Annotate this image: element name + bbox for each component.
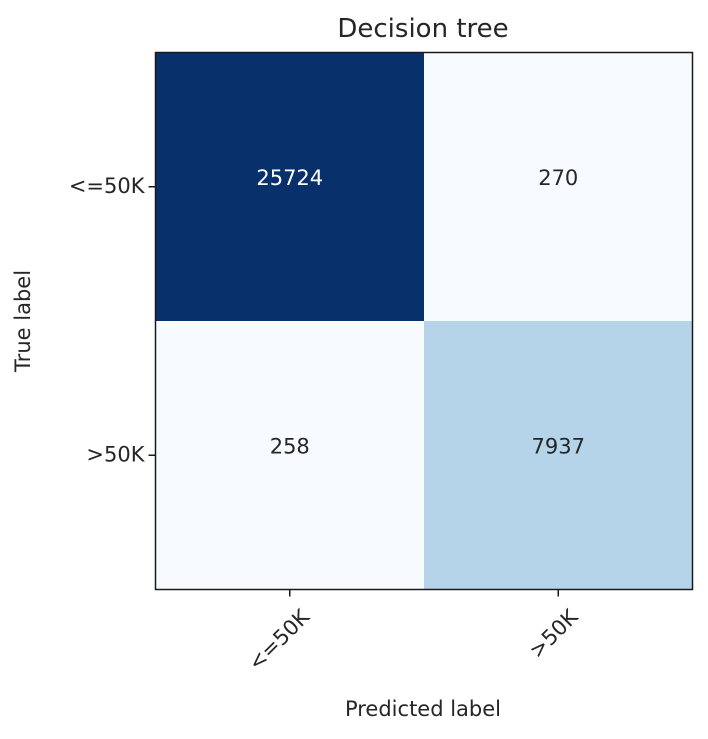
y-axis-label: True label <box>11 270 35 373</box>
heatmap-cell-0-0 <box>155 52 424 321</box>
heatmap-cells <box>155 52 693 590</box>
x-tick-label-1: >50K <box>524 604 583 663</box>
cell-value-label-1-1: 7937 <box>532 434 585 458</box>
y-tick-label-1: >50K <box>86 442 145 466</box>
cell-value-label-1-0: 258 <box>270 434 310 458</box>
cell-value-label-0-0: 25724 <box>256 166 323 190</box>
heatmap-cell-1-1 <box>424 321 693 590</box>
plot-frame <box>154 51 694 591</box>
y-tick-label-0: <=50K <box>69 174 146 198</box>
cell-value-labels: 25724 270 258 7937 <box>256 166 585 459</box>
chart-title: Decision tree <box>337 14 508 44</box>
cell-value-label-0-1: 270 <box>538 166 578 190</box>
heatmap-cell-1-0 <box>155 321 424 590</box>
x-axis-label: Predicted label <box>345 697 501 721</box>
x-tick-label-0: <=50K <box>244 604 315 675</box>
heatmap-cell-0-1 <box>424 52 693 321</box>
y-axis-ticks: <=50K >50K <box>69 174 156 466</box>
x-axis-ticks: <=50K >50K <box>244 589 583 675</box>
